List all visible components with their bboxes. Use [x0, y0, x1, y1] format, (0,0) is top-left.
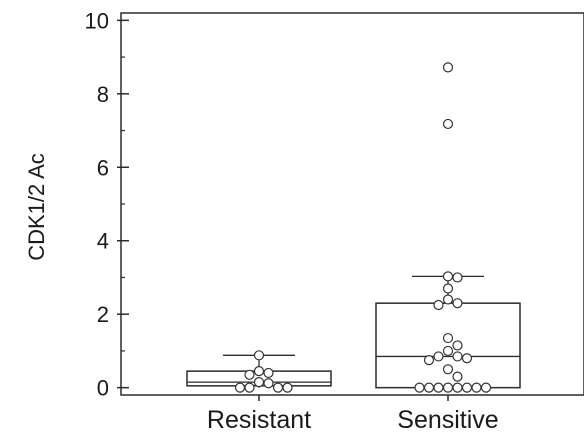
data-point — [234, 382, 246, 393]
data-point — [442, 332, 454, 344]
data-point — [253, 377, 265, 388]
data-point — [461, 353, 473, 364]
data-point — [423, 355, 435, 366]
data-point — [282, 382, 293, 393]
data-point — [272, 382, 284, 393]
y-tick-label: 10 — [85, 8, 109, 33]
data-point — [452, 371, 463, 382]
data-point — [423, 382, 435, 393]
y-tick-label: 4 — [97, 229, 109, 254]
data-point — [442, 364, 454, 375]
data-point — [452, 272, 463, 283]
y-axis-title: CDK1/2 Ac — [24, 153, 49, 261]
y-tick-label: 2 — [97, 302, 109, 327]
data-point — [414, 382, 425, 393]
box-iqr — [375, 302, 521, 389]
data-point — [244, 369, 255, 380]
data-point — [452, 340, 463, 351]
data-point — [452, 351, 463, 362]
data-point — [253, 366, 265, 377]
data-point — [480, 382, 492, 393]
plot-area: 0 2 4 6 8 10 Resistant Sensitive — [85, 8, 584, 434]
data-point — [471, 382, 482, 393]
data-point — [452, 382, 463, 393]
data-point — [442, 118, 454, 130]
data-point — [442, 294, 454, 305]
data-point — [442, 62, 454, 73]
data-point — [442, 271, 454, 282]
data-point — [442, 283, 454, 294]
y-tick-label: 6 — [97, 155, 109, 180]
data-point — [442, 345, 454, 357]
x-category-label: Resistant — [207, 406, 311, 434]
data-point — [263, 378, 274, 389]
data-point — [263, 367, 274, 379]
y-tick-label: 8 — [97, 82, 109, 107]
x-category-label: Sensitive — [397, 406, 498, 434]
data-point — [461, 382, 473, 393]
data-point — [433, 351, 444, 362]
data-point — [433, 382, 444, 393]
data-point — [244, 382, 255, 393]
data-point — [433, 299, 444, 311]
data-point — [442, 382, 454, 393]
data-point — [452, 298, 463, 309]
data-point — [253, 350, 265, 361]
plot-frame — [120, 12, 584, 396]
y-tick-label: 0 — [97, 376, 109, 401]
